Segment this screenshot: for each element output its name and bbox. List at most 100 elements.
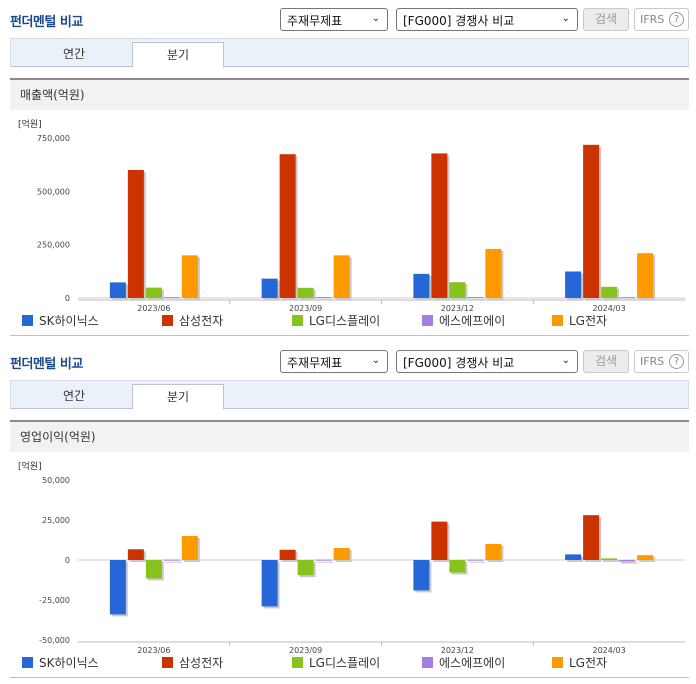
- legend-label: LG전자: [569, 314, 608, 328]
- bar-shadow: [469, 299, 486, 301]
- legend-swatch: [22, 657, 33, 668]
- bar-sfa: [315, 297, 332, 299]
- legend-label: 삼성전자: [179, 656, 224, 670]
- statement-type-value: 주재무제표: [287, 14, 343, 28]
- bar-sk-hynix: [109, 282, 126, 298]
- y-axis-unit-label: [억원]: [18, 460, 42, 472]
- bar-lg-electronics: [485, 544, 502, 560]
- ifrs-label: IFRS: [640, 355, 665, 368]
- chevron-down-icon: ⌄: [561, 355, 570, 366]
- bar-sk-hynix: [261, 278, 278, 298]
- fundamental-compare-revenue: 펀더멘털 비교 주재무제표 ⌄ [FG000] 경쟁사 비교 ⌄ 검색 IFRS…: [10, 8, 689, 336]
- legend-swatch: [162, 657, 173, 668]
- legend-item-sk-hynix[interactable]: SK하이닉스: [22, 654, 99, 671]
- chevron-down-icon: ⌄: [371, 13, 380, 24]
- bar-lg-display: [297, 287, 314, 298]
- bar-shadow: [165, 561, 182, 563]
- bar-samsung-electronics: [279, 549, 296, 560]
- legend-item-sfa[interactable]: 에스에프에이: [422, 312, 505, 329]
- search-button[interactable]: 검색: [583, 350, 629, 373]
- bar-sk-hynix: [261, 560, 278, 607]
- legend-swatch: [292, 657, 303, 668]
- bar-sk-hynix: [565, 271, 582, 298]
- revenue-bar-chart: [억원] 0 250,000 500,000 750,000 2023/06 2023/09…: [18, 118, 685, 313]
- ifrs-help-button[interactable]: IFRS ?: [634, 8, 689, 31]
- bar-lg-electronics: [181, 536, 198, 560]
- y-axis-unit-label: [억원]: [18, 118, 42, 130]
- bar-lg-electronics: [485, 248, 502, 298]
- legend-label: 삼성전자: [179, 314, 224, 328]
- bar-shadow: [603, 560, 620, 562]
- comparison-group-select[interactable]: [FG000] 경쟁사 비교 ⌄: [396, 350, 578, 373]
- bar-sfa: [467, 559, 484, 561]
- y-tick-label: 250,000: [37, 241, 70, 250]
- legend-item-sfa[interactable]: 에스에프에이: [422, 654, 505, 671]
- y-tick-label: -50,000: [39, 636, 70, 645]
- y-tick-label: 25,000: [42, 516, 70, 525]
- bar-shadow: [317, 561, 334, 563]
- bar-shadow: [317, 299, 334, 301]
- operating-profit-bar-chart: [억원] -50,000 -25,000 0 25,000 50,000 2023/06 20…: [18, 460, 685, 655]
- ifrs-help-button[interactable]: IFRS ?: [634, 350, 689, 373]
- statement-type-value: 주재무제표: [287, 356, 343, 370]
- bar-samsung-electronics: [279, 154, 296, 298]
- y-tick-label: 750,000: [37, 134, 70, 143]
- bar-lg-display: [297, 560, 314, 576]
- tab-annual[interactable]: 연간: [62, 389, 86, 403]
- bar-lg-display: [145, 560, 162, 579]
- legend-item-lg-display[interactable]: LG디스플레이: [292, 312, 380, 329]
- tab-quarterly[interactable]: 분기: [132, 42, 224, 68]
- fundamental-compare-operating-profit: 펀더멘털 비교 주재무제표 ⌄ [FG000] 경쟁사 비교 ⌄ 검색 IFRS…: [0, 342, 696, 684]
- bar-sk-hynix: [109, 560, 126, 615]
- bar-sfa: [163, 297, 180, 299]
- legend-label: SK하이닉스: [39, 314, 99, 328]
- legend-item-sk-hynix[interactable]: SK하이닉스: [22, 312, 99, 329]
- bar-samsung-electronics: [127, 549, 144, 560]
- bar-lg-electronics: [333, 548, 350, 560]
- bar-lg-display: [601, 286, 618, 298]
- legend-swatch: [162, 315, 173, 326]
- bar-lg-electronics: [181, 255, 198, 298]
- bar-lg-display: [601, 558, 618, 560]
- tab-annual[interactable]: 연간: [62, 47, 86, 61]
- legend-swatch: [552, 657, 563, 668]
- comparison-group-select[interactable]: [FG000] 경쟁사 비교 ⌄: [396, 8, 578, 31]
- ifrs-label: IFRS: [640, 13, 665, 26]
- chart-title: 매출액(억원): [10, 80, 689, 110]
- statement-type-select[interactable]: 주재무제표 ⌄: [280, 8, 388, 31]
- bar-sk-hynix: [413, 560, 430, 591]
- legend-swatch: [422, 657, 433, 668]
- bar-shadow: [469, 561, 486, 563]
- statement-type-select[interactable]: 주재무제표 ⌄: [280, 350, 388, 373]
- legend-label: LG전자: [569, 656, 608, 670]
- bar-lg-display: [449, 282, 466, 298]
- legend-label: 에스에프에이: [439, 314, 506, 328]
- legend-item-samsung-electronics[interactable]: 삼성전자: [162, 312, 223, 329]
- bar-sfa: [619, 297, 636, 299]
- tab-quarterly[interactable]: 분기: [132, 384, 224, 410]
- bar-sfa: [619, 560, 636, 562]
- bar-samsung-electronics: [431, 521, 448, 560]
- section-title: 펀더멘털 비교: [10, 357, 83, 372]
- chevron-down-icon: ⌄: [371, 355, 380, 366]
- legend-label: 에스에프에이: [439, 656, 506, 670]
- y-tick-label: 50,000: [42, 476, 70, 485]
- comparison-group-value: [FG000] 경쟁사 비교: [403, 356, 515, 370]
- legend-label: LG디스플레이: [309, 314, 381, 328]
- bar-samsung-electronics: [127, 169, 144, 298]
- x-tick-label: 2024/03: [593, 646, 626, 655]
- legend-item-lg-electronics[interactable]: LG전자: [552, 312, 607, 329]
- bar-samsung-electronics: [583, 515, 600, 560]
- legend-item-lg-display[interactable]: LG디스플레이: [292, 654, 380, 671]
- help-icon: ?: [669, 354, 684, 369]
- period-tabs: 연간 분기: [10, 38, 689, 68]
- legend-item-lg-electronics[interactable]: LG전자: [552, 654, 607, 671]
- bar-sk-hynix: [413, 273, 430, 298]
- x-tick-label: 2023/09: [289, 304, 322, 313]
- legend-item-samsung-electronics[interactable]: 삼성전자: [162, 654, 223, 671]
- legend-label: LG디스플레이: [309, 656, 381, 670]
- search-button[interactable]: 검색: [583, 8, 629, 31]
- bar-shadow: [621, 299, 638, 301]
- legend-swatch: [552, 315, 563, 326]
- x-tick-label: 2023/12: [441, 646, 474, 655]
